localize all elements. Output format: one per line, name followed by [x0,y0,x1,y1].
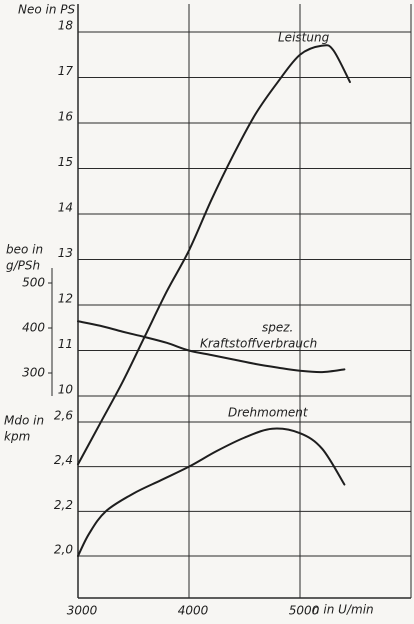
y-tick-label: 17 [58,64,74,78]
x-tick-label: 3000 [67,604,98,618]
y3-tick-label: 2,6 [54,409,73,423]
x-tick-label: 5000 [289,604,320,618]
x-tick-label: 4000 [178,604,209,618]
y-tick-label: 11 [58,337,73,351]
y3-tick-label: 2,4 [54,453,73,467]
y3-axis-label: Mdo in [4,414,44,428]
line-series [77,44,351,466]
y2-tick-label: 300 [22,366,45,380]
y2-axis-label: g/PSh [6,259,40,273]
x-axis-label: n in U/min [312,603,374,617]
line-series [77,427,346,557]
y3-tick-label: 2,2 [54,498,73,512]
y-tick-label: 13 [58,246,73,260]
annotation: Drehmoment [228,406,309,420]
y2-axis-label: beo in [6,243,43,257]
y-axis-label: Neo in PS [18,3,76,17]
annotation: Kraftstoffverbrauch [200,337,317,351]
y-tick-label: 16 [58,110,74,124]
y-tick-label: 14 [58,201,73,215]
y-tick-label: 10 [58,383,74,397]
y-tick-label: 15 [58,155,73,169]
y-tick-label: 18 [58,19,74,33]
y2-tick-label: 500 [22,276,45,290]
line-series [77,320,346,374]
y2-tick-label: 400 [22,321,45,335]
y3-tick-label: 2,0 [54,543,73,557]
annotation: Leistung [278,31,330,45]
y3-axis-label: kpm [4,430,30,444]
y-tick-label: 12 [58,292,73,306]
annotation: spez. [262,321,293,335]
